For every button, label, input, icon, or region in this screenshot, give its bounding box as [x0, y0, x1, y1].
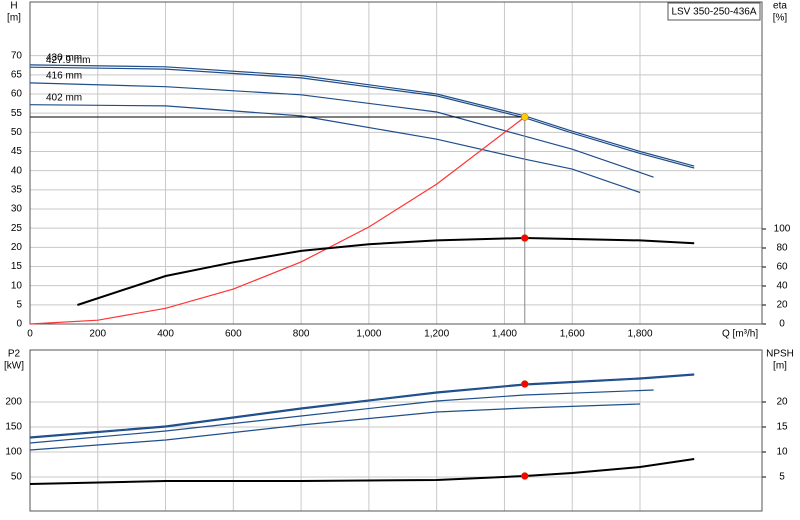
- curve: [29, 403, 641, 451]
- x-axis-label: Q [m³/h]: [722, 329, 758, 340]
- y-tick-label: 60: [11, 89, 23, 100]
- y-tick-label: 50: [11, 472, 23, 483]
- y2-tick-label: 80: [776, 243, 788, 254]
- y2-tick-label: 40: [776, 281, 788, 292]
- duty-point: [521, 472, 529, 480]
- y-tick-label: 45: [11, 146, 23, 157]
- x-tick-label: 1,800: [627, 329, 652, 340]
- curve: [29, 458, 695, 485]
- y2-tick-label: 0: [779, 319, 785, 330]
- y2-axis-label: NPSH: [766, 349, 794, 360]
- y-tick-label: 55: [11, 108, 23, 119]
- x-tick-label: 0: [27, 329, 33, 340]
- plot-frame: [29, 1, 763, 325]
- curve: [29, 116, 526, 325]
- y-axis-label: P2: [8, 349, 21, 360]
- curve-label: 430 mm: [46, 53, 82, 64]
- x-tick-label: 1,000: [356, 329, 381, 340]
- y2-tick-label: 20: [776, 397, 788, 408]
- legend-box: [667, 2, 761, 21]
- curve-label: 427.9 mm: [46, 55, 90, 66]
- plot-frame: [29, 349, 763, 512]
- y-tick-label: 30: [11, 204, 23, 215]
- y2-tick-label: 60: [776, 262, 788, 273]
- y-tick-label: 15: [11, 261, 23, 272]
- curve: [29, 66, 695, 169]
- x-tick-label: 600: [225, 329, 242, 340]
- y-axis-label: [m]: [7, 13, 21, 24]
- x-tick-label: 1,600: [560, 329, 585, 340]
- curve: [29, 373, 695, 438]
- y-tick-label: 35: [11, 184, 23, 195]
- curve: [29, 82, 654, 178]
- curve: [29, 104, 641, 194]
- y-tick-label: 40: [11, 165, 23, 176]
- y-tick-label: 70: [11, 50, 23, 61]
- y-tick-label: 200: [5, 397, 22, 408]
- y-axis-label: [kW]: [4, 361, 24, 372]
- curve: [29, 389, 654, 444]
- x-tick-label: 1,200: [424, 329, 449, 340]
- x-tick-label: 800: [293, 329, 310, 340]
- duty-point: [521, 113, 529, 121]
- y2-tick-label: 10: [776, 447, 788, 458]
- duty-point: [521, 380, 529, 388]
- y-tick-label: 50: [11, 127, 23, 138]
- curve-label: 416 mm: [46, 71, 82, 82]
- y-tick-label: 100: [5, 447, 22, 458]
- duty-point: [521, 234, 529, 242]
- y-axis-label: H: [10, 1, 17, 12]
- legend-label: LSV 350-250-436A: [671, 7, 756, 18]
- y-tick-label: 25: [11, 223, 23, 234]
- y-tick-label: 65: [11, 69, 23, 80]
- curve: [29, 64, 695, 167]
- curve: [77, 236, 695, 306]
- curve-label: 402 mm: [46, 92, 82, 103]
- y2-axis-label: eta: [773, 1, 787, 12]
- y-tick-label: 150: [5, 422, 22, 433]
- y2-axis-label: [m]: [773, 361, 787, 372]
- curve: [29, 374, 695, 439]
- y2-tick-label: 5: [779, 472, 785, 483]
- y-tick-label: 10: [11, 280, 23, 291]
- y2-axis-label: [%]: [773, 13, 788, 24]
- y2-tick-label: 20: [776, 300, 788, 311]
- x-tick-label: 1,400: [492, 329, 517, 340]
- y-tick-label: 0: [16, 319, 22, 330]
- x-tick-label: 200: [89, 329, 106, 340]
- y-tick-label: 5: [16, 299, 22, 310]
- x-tick-label: 400: [157, 329, 174, 340]
- y2-tick-label: 15: [776, 422, 788, 433]
- y2-tick-label: 100: [774, 224, 791, 235]
- y-tick-label: 20: [11, 242, 23, 253]
